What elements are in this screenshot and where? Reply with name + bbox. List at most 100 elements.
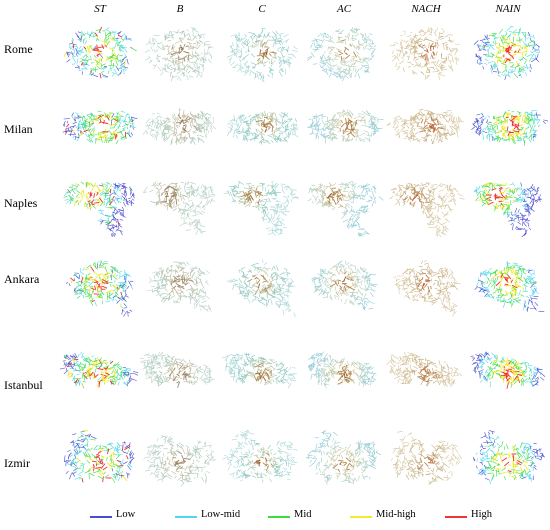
street-segment <box>104 185 108 187</box>
street-segment <box>204 294 210 300</box>
street-segment <box>117 210 121 214</box>
street-segment <box>111 269 114 274</box>
street-segment <box>428 129 432 133</box>
street-segment <box>402 190 405 195</box>
street-segment <box>237 269 243 272</box>
map-milan-nain <box>468 100 548 162</box>
street-segment <box>125 132 129 135</box>
street-segment <box>482 199 488 202</box>
street-segment <box>330 187 333 194</box>
street-segment <box>510 213 514 217</box>
street-segment <box>319 183 322 189</box>
street-segment <box>531 110 533 114</box>
street-segment <box>263 124 268 129</box>
street-segment <box>284 123 289 128</box>
street-segment <box>413 183 417 186</box>
street-segment <box>340 182 346 185</box>
street-segment <box>259 200 263 203</box>
street-segment <box>433 62 438 68</box>
street-segment <box>410 117 415 120</box>
street-segment <box>350 71 353 78</box>
street-segment <box>310 52 315 58</box>
street-segment <box>359 66 363 70</box>
street-segment <box>274 127 277 134</box>
street-segment <box>204 304 208 307</box>
street-segment <box>146 130 148 134</box>
street-segment <box>412 198 414 202</box>
street-segment <box>398 115 403 121</box>
street-segment <box>352 30 357 34</box>
street-segment <box>442 112 447 114</box>
street-segment <box>229 191 233 197</box>
street-segment <box>276 275 278 281</box>
street-segment <box>505 65 508 68</box>
street-segment <box>201 305 205 308</box>
street-segment <box>522 46 524 50</box>
street-segment <box>74 200 77 207</box>
street-segment <box>365 189 370 193</box>
street-segment <box>487 115 490 118</box>
street-segment <box>122 199 126 202</box>
street-segment <box>255 128 258 134</box>
street-segment <box>112 73 115 77</box>
street-segment <box>487 201 490 205</box>
street-segment <box>330 46 335 48</box>
street-segment <box>318 287 323 292</box>
street-segment <box>269 118 273 122</box>
street-segment <box>94 191 100 194</box>
street-segment <box>124 120 128 122</box>
street-segment <box>393 123 395 128</box>
street-segment <box>285 40 288 44</box>
street-segment <box>170 269 175 272</box>
street-segment <box>535 43 540 48</box>
street-segment <box>192 28 199 33</box>
street-segment <box>344 267 347 271</box>
street-segment <box>503 42 510 44</box>
street-segment <box>85 59 89 66</box>
street-segment <box>525 187 532 192</box>
street-segment <box>438 135 443 138</box>
street-segment <box>280 276 287 280</box>
street-segment <box>282 278 287 285</box>
street-segment <box>68 283 71 287</box>
street-segment <box>350 268 354 273</box>
street-segment <box>90 112 95 119</box>
street-segment <box>153 290 161 292</box>
street-segment <box>330 120 334 125</box>
street-segment <box>173 270 179 273</box>
street-segment <box>438 74 440 81</box>
street-segment <box>261 41 266 47</box>
street-segment <box>435 51 438 56</box>
street-segment <box>275 127 279 130</box>
street-segment <box>190 269 193 274</box>
street-segment <box>183 209 190 211</box>
street-segment <box>261 28 264 33</box>
street-segment <box>190 61 196 63</box>
street-segment <box>104 221 110 224</box>
street-segment <box>274 288 279 293</box>
street-segment <box>235 126 241 132</box>
street-segment <box>82 267 85 271</box>
street-segment <box>148 56 151 59</box>
street-segment <box>90 135 95 139</box>
street-segment <box>507 203 513 206</box>
street-segment <box>255 128 261 132</box>
street-segment <box>158 182 162 184</box>
street-segment <box>243 38 248 44</box>
column-header-ac: AC <box>336 3 352 15</box>
street-segment <box>116 118 121 121</box>
street-segment <box>486 55 493 58</box>
street-segment <box>439 37 445 40</box>
street-segment <box>97 218 103 221</box>
street-segment <box>87 294 93 296</box>
street-segment <box>344 301 347 305</box>
street-segment <box>157 282 160 285</box>
street-segment <box>96 294 102 299</box>
street-segment <box>396 198 400 203</box>
street-segment <box>280 210 285 216</box>
street-segment <box>145 118 150 124</box>
street-segment <box>326 128 333 131</box>
street-segment <box>420 114 425 120</box>
street-segment <box>412 135 415 141</box>
street-segment <box>485 121 488 124</box>
